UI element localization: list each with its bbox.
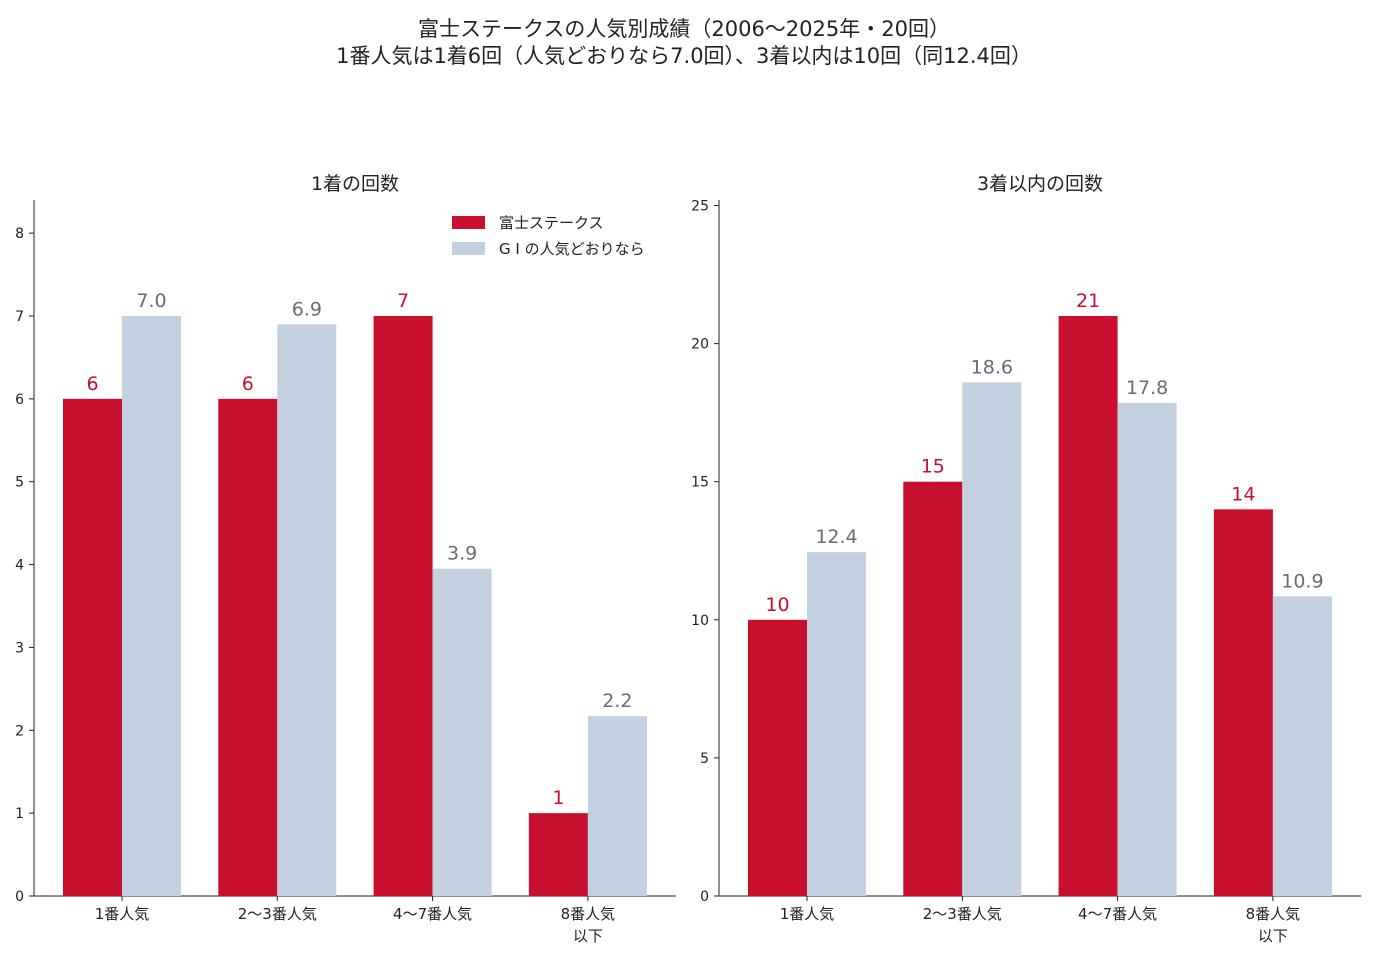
- x-tick-label: 2〜3番人気: [923, 905, 1002, 923]
- legend: 富士ステークス G I の人気どおりなら: [452, 214, 645, 258]
- legend-swatch-fuji: [452, 216, 485, 229]
- bar-fuji: [1058, 316, 1118, 896]
- legend-swatch-g1: [452, 242, 485, 255]
- panel-title: 3着以内の回数: [977, 173, 1103, 195]
- bar-fuji: [373, 316, 433, 896]
- y-tick-label: 2: [15, 723, 24, 739]
- bar-fuji: [1213, 509, 1273, 896]
- data-label-fuji: 21: [1076, 290, 1100, 312]
- data-label-fuji: 6: [86, 373, 98, 395]
- y-tick-label: 6: [15, 392, 24, 408]
- panel-title: 1着の回数: [311, 173, 399, 195]
- figure-title-line2: 1番人気は1着6回（人気どおりなら7.0回）、3着以内は10回（同12.4回）: [336, 44, 1032, 68]
- bar-g1: [587, 716, 647, 896]
- y-tick-label: 1: [15, 806, 24, 822]
- y-tick-label: 3: [15, 640, 24, 656]
- y-tick-label: 15: [691, 475, 709, 491]
- bar-fuji: [63, 398, 122, 896]
- legend-label-fuji: 富士ステークス: [499, 214, 604, 232]
- y-tick-label: 5: [700, 751, 709, 767]
- data-label-g1: 6.9: [292, 298, 322, 320]
- y-tick-label: 4: [15, 558, 24, 574]
- data-label-fuji: 6: [242, 373, 254, 395]
- bar-fuji: [748, 619, 807, 896]
- data-label-g1: 7.0: [136, 290, 166, 312]
- bar-g1: [277, 324, 337, 896]
- x-tick-label: 4〜7番人気: [1078, 905, 1157, 923]
- data-label-fuji: 14: [1231, 483, 1255, 505]
- y-tick-label: 7: [15, 309, 24, 325]
- y-tick-label: 0: [700, 889, 709, 905]
- data-label-g1: 10.9: [1281, 570, 1323, 592]
- data-label-g1: 12.4: [815, 526, 857, 548]
- y-tick-label: 8: [15, 226, 24, 242]
- legend-label-g1: G I の人気どおりなら: [499, 240, 645, 258]
- y-tick-label: 20: [691, 337, 709, 353]
- y-tick-label: 10: [691, 613, 709, 629]
- chart-panel-first-place: 1着の回数 0 1 2 3 4 5 6 7 8 1番人気 6 7.0 2〜3番人気 6 6.9 4〜7番人気 7 3…: [15, 173, 676, 945]
- bar-fuji: [218, 398, 278, 896]
- bar-g1: [807, 552, 866, 896]
- x-tick-label: 4〜7番人気: [393, 905, 472, 923]
- x-tick-label: 1番人気: [95, 905, 150, 923]
- data-label-fuji: 15: [921, 456, 945, 478]
- chart-panel-top-three: 3着以内の回数 0 5 10 15 20 25 1番人気 10 12.4 2〜3番人気 15 18.6 4…: [691, 173, 1361, 945]
- data-label-g1: 18.6: [971, 356, 1013, 378]
- x-tick-label: 2〜3番人気: [238, 905, 317, 923]
- figure-title-line1: 富士ステークスの人気別成績（2006〜2025年・20回）: [418, 17, 950, 41]
- bar-g1: [122, 316, 181, 896]
- data-label-fuji: 1: [552, 787, 564, 809]
- y-tick-label: 25: [691, 199, 709, 215]
- bar-g1: [1272, 596, 1332, 896]
- x-tick-label: 8番人気以下: [1246, 905, 1301, 945]
- y-tick-label: 5: [15, 475, 24, 491]
- bar-fuji: [903, 481, 963, 896]
- data-label-fuji: 10: [765, 594, 789, 616]
- data-label-g1: 2.2: [602, 690, 632, 712]
- x-tick-label: 8番人気以下: [561, 905, 616, 945]
- y-tick-label: 0: [15, 889, 24, 905]
- bar-g1: [1117, 403, 1177, 896]
- bar-g1: [432, 568, 492, 896]
- x-tick-label: 1番人気: [780, 905, 835, 923]
- data-label-fuji: 7: [397, 290, 409, 312]
- data-label-g1: 17.8: [1126, 377, 1168, 399]
- bar-fuji: [528, 813, 588, 896]
- data-label-g1: 3.9: [447, 543, 477, 565]
- bar-g1: [962, 382, 1022, 896]
